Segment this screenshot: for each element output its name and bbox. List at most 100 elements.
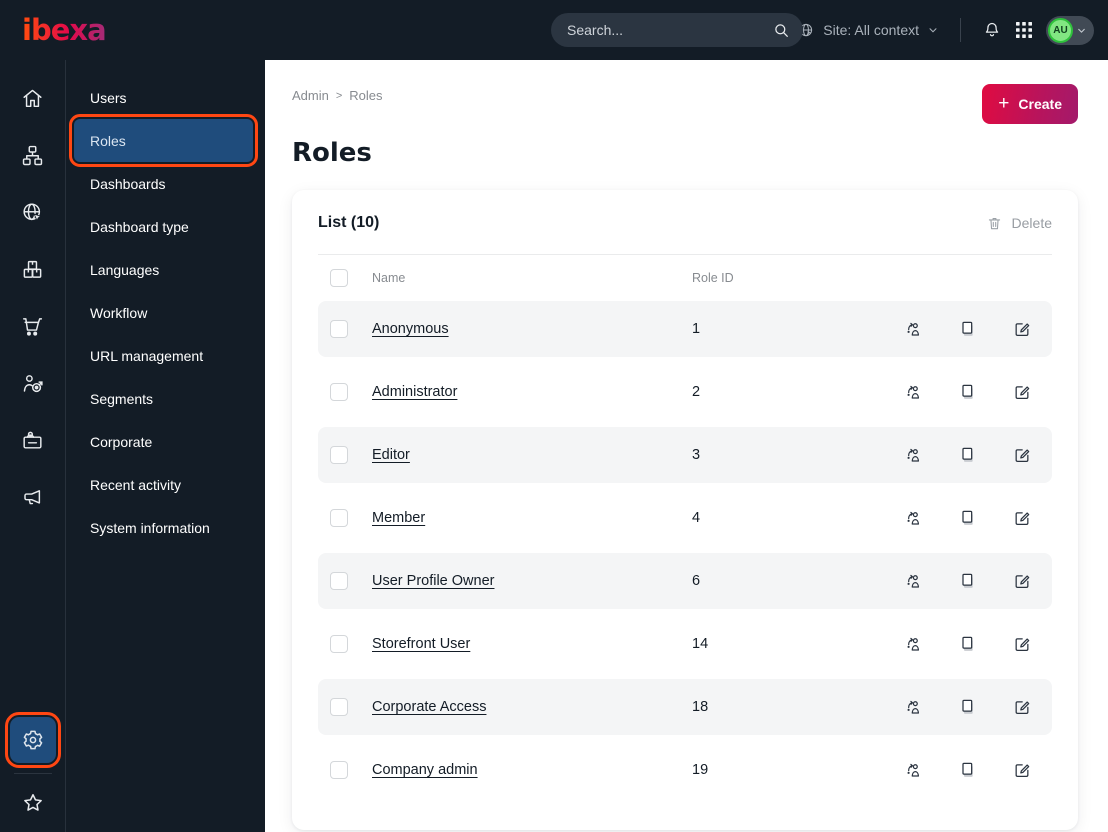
assign-user-icon[interactable]: [904, 697, 924, 717]
breadcrumb: Admin > Roles: [292, 88, 383, 103]
sidebar-item-corporate[interactable]: Corporate: [90, 433, 153, 450]
select-all-checkbox[interactable]: [330, 269, 348, 287]
sidebar-item-url-management[interactable]: URL management: [90, 347, 204, 364]
sidebar-item-dashboard-type[interactable]: Dashboard type: [90, 218, 189, 235]
nav-commerce[interactable]: [0, 298, 66, 355]
row-checkbox[interactable]: [330, 635, 348, 653]
sidebar-item-system-information[interactable]: System information: [90, 519, 210, 536]
row-checkbox[interactable]: [330, 383, 348, 401]
edit-icon[interactable]: [1012, 382, 1032, 402]
role-id-value: 1: [692, 321, 701, 337]
topbar-divider: [960, 18, 961, 42]
role-name-link[interactable]: Administrator: [372, 384, 458, 400]
chevron-down-icon: [927, 24, 939, 36]
delete-button[interactable]: Delete: [986, 215, 1052, 232]
copy-icon[interactable]: [958, 760, 978, 780]
plus-icon: +: [998, 92, 1010, 114]
notifications-bell-icon[interactable]: [982, 20, 1002, 40]
sidebar-item-recent-activity[interactable]: Recent activity: [90, 476, 182, 493]
delete-button-label: Delete: [1011, 215, 1052, 231]
role-name-link[interactable]: Storefront User: [372, 636, 471, 652]
row-checkbox[interactable]: [330, 761, 348, 779]
row-checkbox[interactable]: [330, 698, 348, 716]
person-target-icon: [20, 371, 45, 396]
assign-user-icon[interactable]: [904, 760, 924, 780]
role-name-link[interactable]: Editor: [372, 447, 410, 463]
edit-icon[interactable]: [1012, 760, 1032, 780]
table-row: Anonymous 1: [318, 301, 1052, 357]
star-icon: [20, 790, 46, 816]
assign-user-icon[interactable]: [904, 634, 924, 654]
row-checkbox[interactable]: [330, 509, 348, 527]
role-id-value: 2: [692, 384, 701, 400]
copy-icon[interactable]: [958, 634, 978, 654]
table-row: Editor 3: [318, 427, 1052, 483]
main-content: Admin > Roles + Create Roles List (10): [265, 60, 1108, 832]
role-name-link[interactable]: Anonymous: [372, 321, 449, 337]
assign-user-icon[interactable]: [904, 445, 924, 465]
assign-user-icon[interactable]: [904, 382, 924, 402]
cart-icon: [20, 314, 45, 339]
sidebar-item-workflow[interactable]: Workflow: [90, 304, 148, 321]
sidebar-item-languages[interactable]: Languages: [90, 261, 160, 278]
copy-icon[interactable]: [958, 571, 978, 591]
row-checkbox[interactable]: [330, 572, 348, 590]
user-menu[interactable]: AU: [1046, 15, 1094, 45]
role-id-value: 14: [692, 636, 709, 652]
nav-marketing[interactable]: [0, 469, 66, 526]
roles-table-body: Anonymous 1: [318, 301, 1052, 798]
ibexa-logo[interactable]: ibexa: [22, 12, 107, 47]
role-name-link[interactable]: Company admin: [372, 762, 478, 778]
edit-icon[interactable]: [1012, 319, 1032, 339]
globe-icon: [797, 21, 815, 39]
assign-user-icon[interactable]: [904, 571, 924, 591]
table-header: Name Role ID: [318, 255, 1052, 301]
copy-icon[interactable]: [958, 382, 978, 402]
nav-corporate[interactable]: [0, 412, 66, 469]
sidebar-item-segments[interactable]: Segments: [90, 390, 154, 407]
id-badge-icon: [20, 428, 45, 453]
role-name-link[interactable]: Corporate Access: [372, 699, 487, 715]
edit-icon[interactable]: [1012, 697, 1032, 717]
edit-icon[interactable]: [1012, 445, 1032, 465]
breadcrumb-admin[interactable]: Admin: [292, 88, 329, 103]
role-id-value: 3: [692, 447, 701, 463]
breadcrumb-separator: >: [335, 89, 343, 102]
assign-user-icon[interactable]: [904, 319, 924, 339]
nav-home[interactable]: [0, 70, 66, 127]
site-context-selector[interactable]: Site: All context: [797, 21, 939, 39]
role-name-link[interactable]: Member: [372, 510, 426, 526]
search-input[interactable]: [567, 22, 772, 38]
sitemap-icon: [20, 143, 45, 168]
main-nav-rail: [0, 60, 66, 832]
nav-bookmarks[interactable]: [0, 780, 66, 826]
breadcrumb-roles: Roles: [349, 88, 383, 103]
edit-icon[interactable]: [1012, 508, 1032, 528]
role-name-link[interactable]: User Profile Owner: [372, 573, 495, 589]
create-button[interactable]: + Create: [982, 84, 1078, 124]
copy-icon[interactable]: [958, 508, 978, 528]
row-checkbox[interactable]: [330, 320, 348, 338]
admin-menu: Users Roles Dashboards Dashboard type Langua…: [66, 60, 265, 832]
copy-icon[interactable]: [958, 445, 978, 465]
copy-icon[interactable]: [958, 319, 978, 339]
column-header-name: Name: [372, 271, 406, 285]
app-grid-icon[interactable]: [1015, 21, 1033, 39]
edit-icon[interactable]: [1012, 634, 1032, 654]
edit-icon[interactable]: [1012, 571, 1032, 591]
global-search[interactable]: [551, 13, 803, 47]
nav-site[interactable]: [0, 184, 66, 241]
sidebar-item-roles[interactable]: Roles: [69, 114, 258, 167]
sidebar-item-users[interactable]: Users: [90, 89, 127, 106]
nav-content-structure[interactable]: [0, 127, 66, 184]
sidebar-item-dashboards[interactable]: Dashboards: [90, 175, 166, 192]
copy-icon[interactable]: [958, 697, 978, 717]
assign-user-icon[interactable]: [904, 508, 924, 528]
card-divider: [318, 254, 1052, 255]
nav-admin-settings[interactable]: [4, 712, 61, 768]
nav-product-catalog[interactable]: [0, 241, 66, 298]
nav-personalization[interactable]: [0, 355, 66, 412]
row-checkbox[interactable]: [330, 446, 348, 464]
search-icon[interactable]: [772, 21, 791, 40]
role-id-value: 19: [692, 762, 709, 778]
